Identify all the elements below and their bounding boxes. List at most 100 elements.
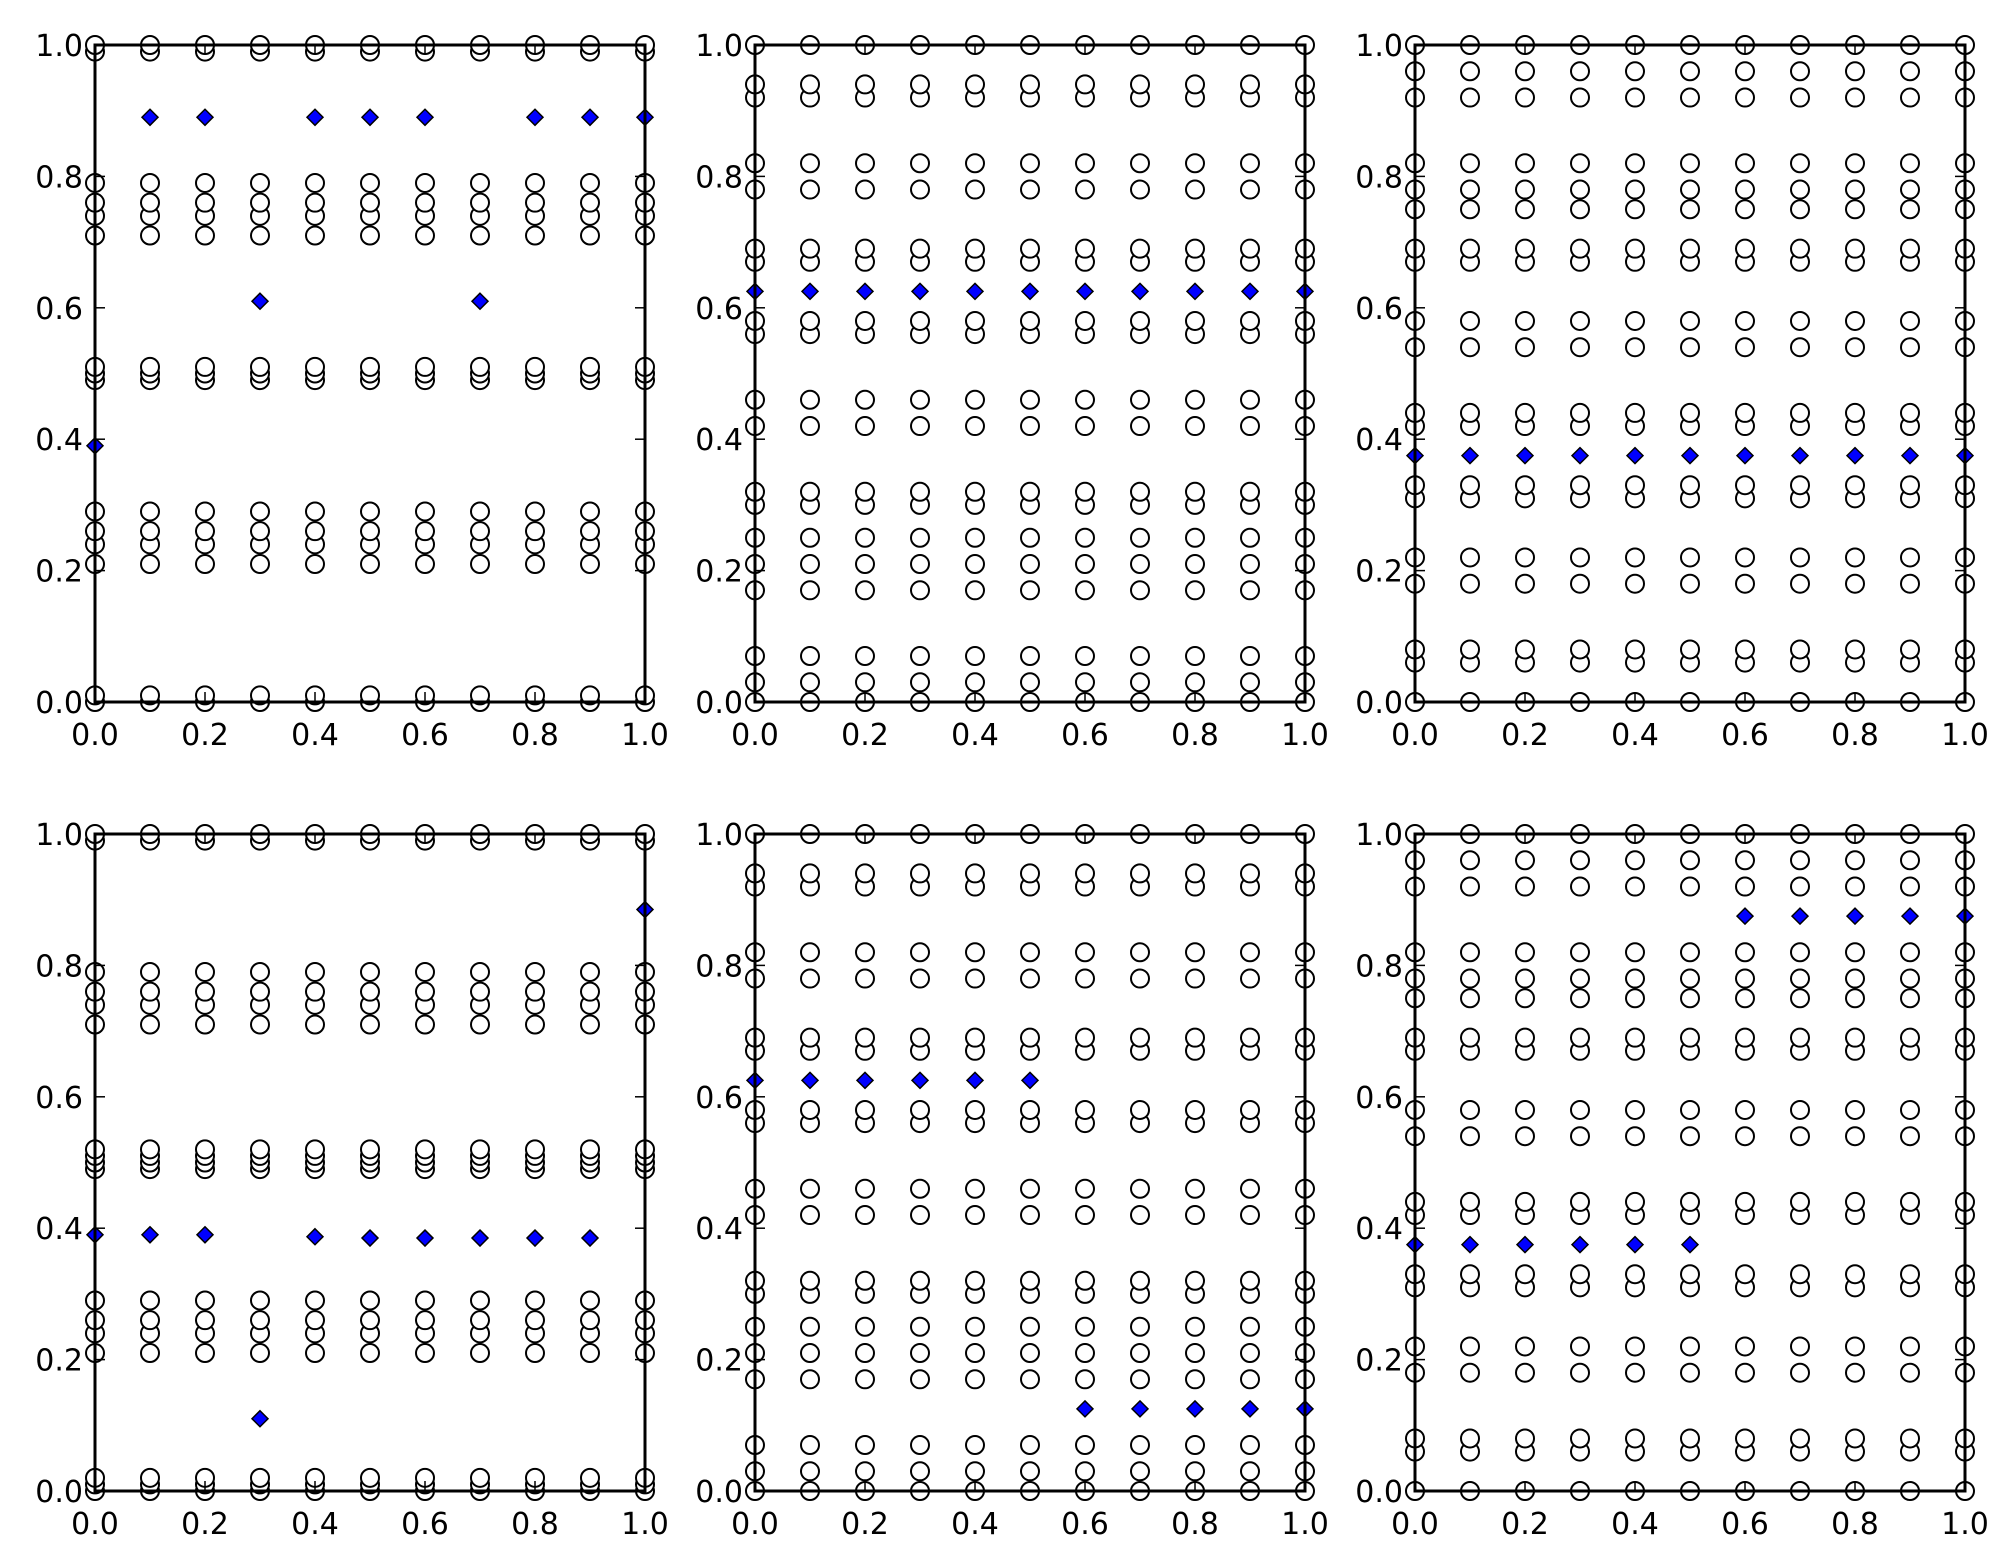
circle-point <box>1185 481 1205 502</box>
circle-point <box>1790 1428 1810 1449</box>
circle-point <box>1900 1126 1920 1147</box>
circle-point <box>910 153 930 174</box>
x-tick-label: 0.0 <box>731 718 779 753</box>
diamond-point <box>1515 1235 1535 1254</box>
diamond-point <box>1845 907 1865 926</box>
circle-point <box>1625 310 1645 331</box>
circle-point <box>140 1014 160 1035</box>
circle-point <box>250 1343 270 1364</box>
circle-point <box>1790 199 1810 220</box>
circle-point <box>1240 1369 1260 1390</box>
circle-point <box>1130 1205 1150 1226</box>
circle-point <box>250 225 270 246</box>
circle-point <box>800 1369 820 1390</box>
circle-point <box>1240 1343 1260 1364</box>
circle-point <box>1020 1027 1040 1048</box>
circle-point <box>1075 1316 1095 1337</box>
y-tick-label: 0.4 <box>1355 423 1403 458</box>
circle-point <box>1020 580 1040 601</box>
circle-point <box>1735 1099 1755 1120</box>
circle-point <box>470 192 490 213</box>
circle-point <box>1845 1264 1865 1285</box>
circle-point <box>1900 153 1920 174</box>
circle-point <box>1735 1362 1755 1383</box>
circle-point <box>360 554 380 575</box>
diamond-point <box>1570 446 1590 465</box>
circle-point <box>800 1316 820 1337</box>
circle-point <box>1625 1428 1645 1449</box>
diamond-point <box>855 1071 875 1090</box>
circle-point <box>1460 199 1480 220</box>
circle-point <box>1185 179 1205 200</box>
circle-point <box>800 389 820 410</box>
circle-point <box>415 172 435 193</box>
circle-point <box>140 1290 160 1311</box>
circle-point <box>1075 238 1095 259</box>
circle-point <box>1185 1435 1205 1456</box>
circle-point <box>1515 153 1535 174</box>
circle-point <box>965 1027 985 1048</box>
circle-point <box>250 501 270 522</box>
circle-point <box>855 1099 875 1120</box>
diamond-point <box>1900 446 1920 465</box>
circle-point <box>800 1343 820 1364</box>
circle-point <box>1790 942 1810 963</box>
circle-point <box>1625 988 1645 1009</box>
circle-point <box>1625 573 1645 594</box>
circle-point <box>1900 179 1920 200</box>
circle-point <box>140 1343 160 1364</box>
circle-point <box>855 554 875 575</box>
circle-point <box>1515 310 1535 331</box>
circle-point <box>1240 527 1260 548</box>
circle-point <box>965 1205 985 1226</box>
x-axis: 0.0 0.2 0.4 0.6 0.8 1.0 <box>731 45 1329 753</box>
circle-point <box>1680 153 1700 174</box>
circle-point <box>800 238 820 259</box>
circle-point <box>800 74 820 95</box>
circle-point <box>1020 238 1040 259</box>
x-tick-label: 0.6 <box>401 718 449 753</box>
diamond-point <box>1075 282 1095 301</box>
circle-point <box>195 981 215 1002</box>
circle-point <box>1900 87 1920 108</box>
circle-point <box>1680 876 1700 897</box>
y-axis: 0.0 0.2 0.4 0.6 0.8 1.0 <box>695 29 1305 721</box>
circle-point <box>1075 179 1095 200</box>
y-tick-label: 0.0 <box>35 1475 83 1510</box>
diamond-point <box>1680 1235 1700 1254</box>
circle-point <box>305 961 325 982</box>
circle-point <box>1680 1027 1700 1048</box>
circle-point <box>1790 1362 1810 1383</box>
circle-point <box>1020 389 1040 410</box>
circle-point <box>1735 1428 1755 1449</box>
circle-point <box>1460 310 1480 331</box>
circle-point <box>965 74 985 95</box>
circle-point <box>250 1310 270 1331</box>
circle-point <box>965 1369 985 1390</box>
circle-point <box>580 554 600 575</box>
axes-frame <box>1413 832 1967 1493</box>
circle-point <box>800 481 820 502</box>
circle-point <box>1075 1205 1095 1226</box>
circle-point <box>1460 153 1480 174</box>
circle-point <box>1515 988 1535 1009</box>
circle-point <box>305 521 325 542</box>
circle-point <box>1900 547 1920 568</box>
circle-point <box>1845 153 1865 174</box>
circle-point <box>305 554 325 575</box>
circle-point <box>1900 337 1920 358</box>
circle-point <box>140 981 160 1002</box>
circle-point <box>360 521 380 542</box>
circle-point <box>800 1027 820 1048</box>
circle-point <box>1515 1191 1535 1212</box>
circle-point <box>1735 547 1755 568</box>
circle-point <box>800 310 820 331</box>
circle-point <box>1240 863 1260 884</box>
circle-point <box>360 501 380 522</box>
circle-point <box>1680 179 1700 200</box>
circle-point <box>965 179 985 200</box>
circle-point <box>855 1435 875 1456</box>
circle-point <box>1625 1191 1645 1212</box>
circle-point <box>1130 481 1150 502</box>
circle-point <box>965 153 985 174</box>
